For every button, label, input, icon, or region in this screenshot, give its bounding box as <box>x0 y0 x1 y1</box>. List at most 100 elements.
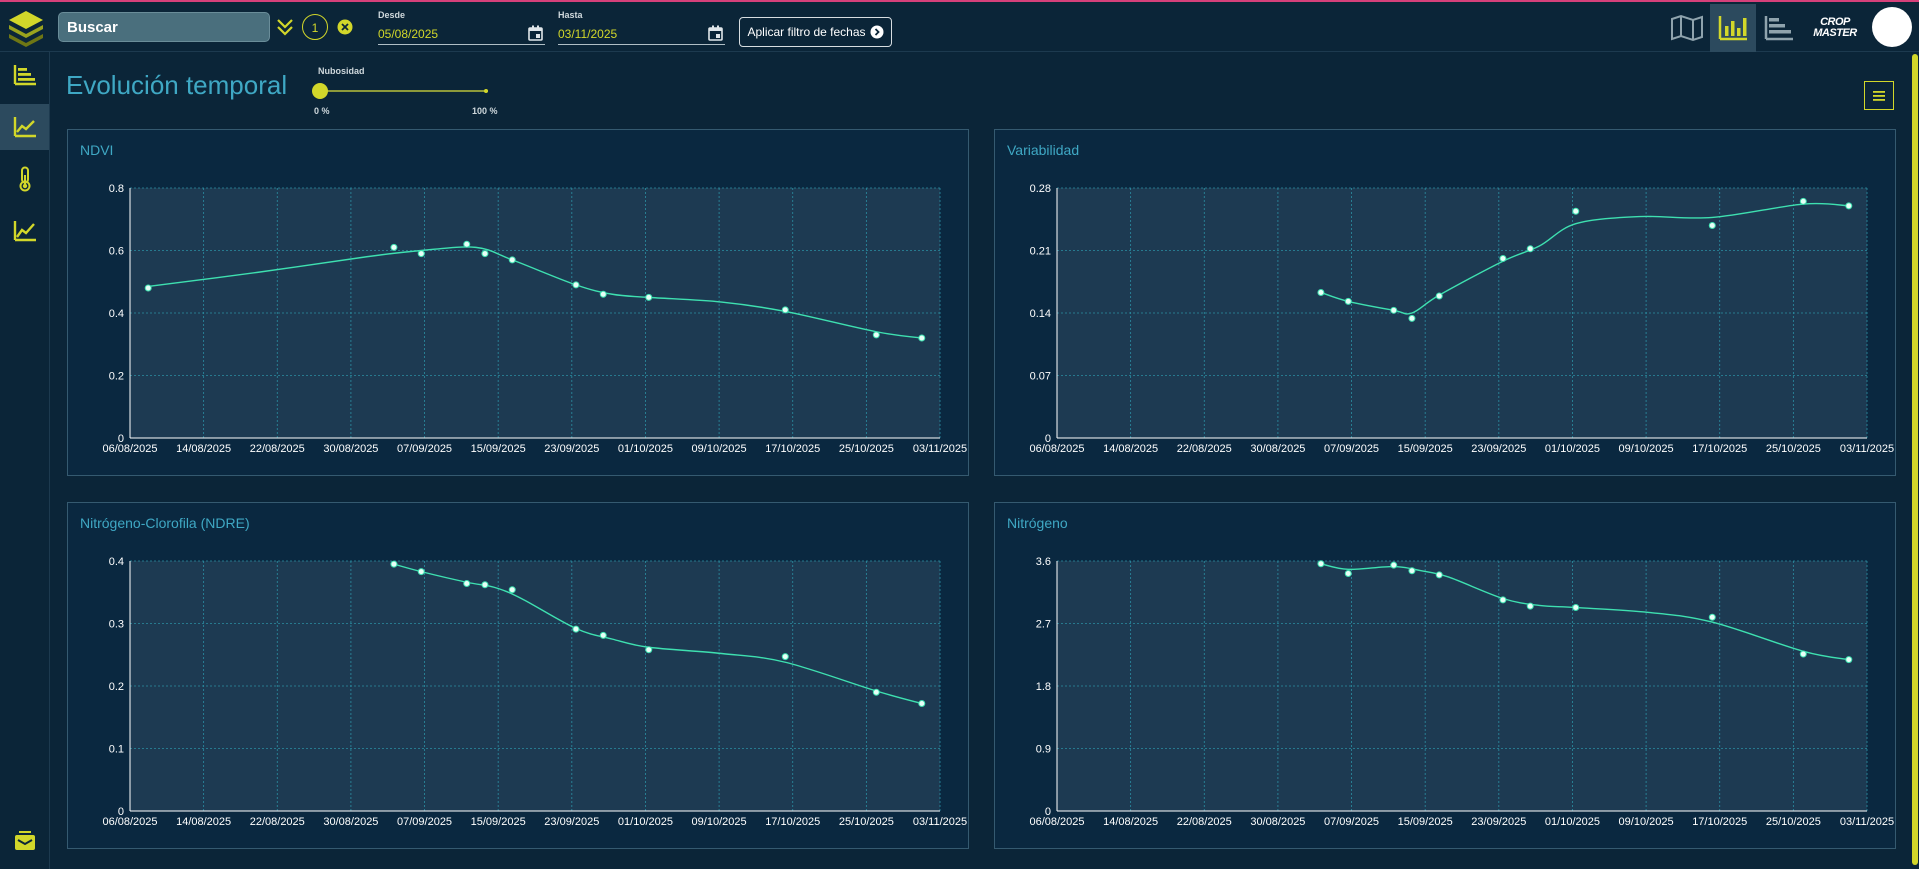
sidebar-item-weather[interactable] <box>0 156 49 202</box>
y-tick-label: 0.4 <box>109 308 124 320</box>
chart-title: Nitrógeno <box>1007 515 1068 531</box>
x-tick-label: 09/10/2025 <box>1619 443 1674 455</box>
map-icon <box>1671 14 1703 42</box>
data-point <box>1435 292 1443 300</box>
data-point <box>463 580 471 587</box>
chevron-double-down-icon[interactable] <box>274 16 296 38</box>
clear-selection-icon[interactable] <box>337 19 353 35</box>
menu-button[interactable] <box>1864 81 1894 110</box>
data-point <box>1344 570 1352 577</box>
slider-track[interactable] <box>320 90 488 92</box>
y-tick-label: 0 <box>1045 433 1051 445</box>
chart-nitrogeno: 06/08/2025 14/08/2025 22/08/2025 30/08/2025… <box>1029 556 1894 828</box>
data-point <box>1572 207 1580 215</box>
x-tick-label: 06/08/2025 <box>102 443 157 455</box>
user-avatar[interactable] <box>1872 7 1912 47</box>
x-tick-label: 09/10/2025 <box>1619 816 1674 828</box>
date-to-field: Hasta <box>558 8 725 48</box>
sidebar-item-inbox[interactable] <box>0 818 49 864</box>
sidebar-item-trends[interactable] <box>0 208 49 254</box>
x-tick-label: 01/10/2025 <box>618 816 673 828</box>
data-point <box>1572 604 1580 612</box>
x-tick-label: 07/09/2025 <box>1324 816 1379 828</box>
data-point <box>572 625 580 633</box>
arrow-right-circle-icon <box>870 25 884 39</box>
y-tick-label: 0.2 <box>109 681 124 693</box>
x-tick-label: 22/08/2025 <box>250 443 305 455</box>
x-tick-label: 06/08/2025 <box>102 816 157 828</box>
data-point <box>1344 297 1352 305</box>
data-point <box>481 581 489 589</box>
cloud-cover-slider[interactable]: Nubosidad 0 % 100 % <box>312 66 498 118</box>
x-tick-label: 23/09/2025 <box>1471 816 1526 828</box>
thermometer-icon <box>19 166 30 192</box>
y-tick-label: 0.8 <box>109 183 124 195</box>
data-point <box>417 250 425 258</box>
map-view-button[interactable] <box>1664 4 1710 52</box>
sidebar-item-summary[interactable] <box>0 52 49 98</box>
x-tick-label: 30/08/2025 <box>323 816 378 828</box>
x-tick-label: 30/08/2025 <box>1250 443 1305 455</box>
layers-logo-icon[interactable] <box>6 7 46 49</box>
x-tick-label: 25/10/2025 <box>1766 443 1821 455</box>
data-point <box>1845 202 1853 210</box>
x-tick-label: 09/10/2025 <box>692 816 747 828</box>
x-tick-label: 14/08/2025 <box>1103 816 1158 828</box>
cloud-cover-label: Nubosidad <box>318 66 365 76</box>
sidebar-item-temporal[interactable] <box>0 104 49 150</box>
x-tick-label: 15/09/2025 <box>471 443 526 455</box>
y-tick-label: 0.9 <box>1036 744 1051 756</box>
date-from-label: Desde <box>378 10 406 20</box>
x-tick-label: 06/08/2025 <box>1029 443 1084 455</box>
y-tick-label: 0 <box>118 433 124 445</box>
calendar-icon[interactable] <box>528 25 543 41</box>
list-chart-icon <box>13 65 36 86</box>
y-tick-label: 0.21 <box>1030 246 1051 258</box>
chart-title: NDVI <box>80 142 114 158</box>
data-point <box>1317 288 1325 296</box>
apply-date-filter-button[interactable]: Aplicar filtro de fechas <box>739 17 892 47</box>
y-tick-label: 0.07 <box>1030 371 1051 383</box>
date-to-input[interactable] <box>558 24 725 45</box>
chart-view-button[interactable] <box>1710 4 1756 52</box>
data-point <box>599 290 607 298</box>
slider-thumb[interactable] <box>312 83 328 99</box>
selection-count-badge[interactable]: 1 <box>302 14 328 40</box>
sidebar <box>0 52 50 869</box>
x-tick-label: 14/08/2025 <box>176 443 231 455</box>
x-tick-label: 25/10/2025 <box>839 443 894 455</box>
y-tick-label: 0.28 <box>1030 183 1051 195</box>
scrollbar-thumb[interactable] <box>1912 54 1918 865</box>
data-point <box>1799 197 1807 205</box>
x-tick-label: 01/10/2025 <box>1545 816 1600 828</box>
y-tick-label: 1.8 <box>1036 681 1051 693</box>
x-tick-label: 17/10/2025 <box>765 816 820 828</box>
data-point <box>1408 567 1416 575</box>
calendar-icon[interactable] <box>708 25 723 41</box>
data-point <box>1390 306 1398 314</box>
x-tick-label: 17/10/2025 <box>1692 816 1747 828</box>
y-tick-label: 0.6 <box>109 246 124 258</box>
date-from-input[interactable] <box>378 24 545 45</box>
data-point <box>918 700 926 707</box>
x-tick-label: 14/08/2025 <box>176 816 231 828</box>
search-input[interactable] <box>58 12 270 42</box>
x-tick-label: 07/09/2025 <box>397 816 452 828</box>
data-point <box>481 250 489 258</box>
ranking-view-button[interactable] <box>1756 4 1802 52</box>
trend-chart-icon <box>13 221 36 242</box>
slider-min-label: 0 % <box>314 106 330 116</box>
y-tick-label: 3.6 <box>1036 556 1051 568</box>
data-point <box>781 306 789 314</box>
page-title: Evolución temporal <box>66 70 288 100</box>
brand-logo: CROP MASTER <box>1809 17 1861 43</box>
data-point <box>390 560 398 568</box>
data-point <box>508 586 516 594</box>
x-tick-label: 25/10/2025 <box>839 816 894 828</box>
x-tick-label: 17/10/2025 <box>1692 443 1747 455</box>
chart-panel-variabilidad: Variabilidad 06/08/2025 14/08/2025 22/08/2… <box>994 129 1896 476</box>
y-tick-label: 0.4 <box>109 556 124 568</box>
slider-end-marker <box>484 89 488 93</box>
data-point <box>918 334 926 342</box>
x-tick-label: 14/08/2025 <box>1103 443 1158 455</box>
